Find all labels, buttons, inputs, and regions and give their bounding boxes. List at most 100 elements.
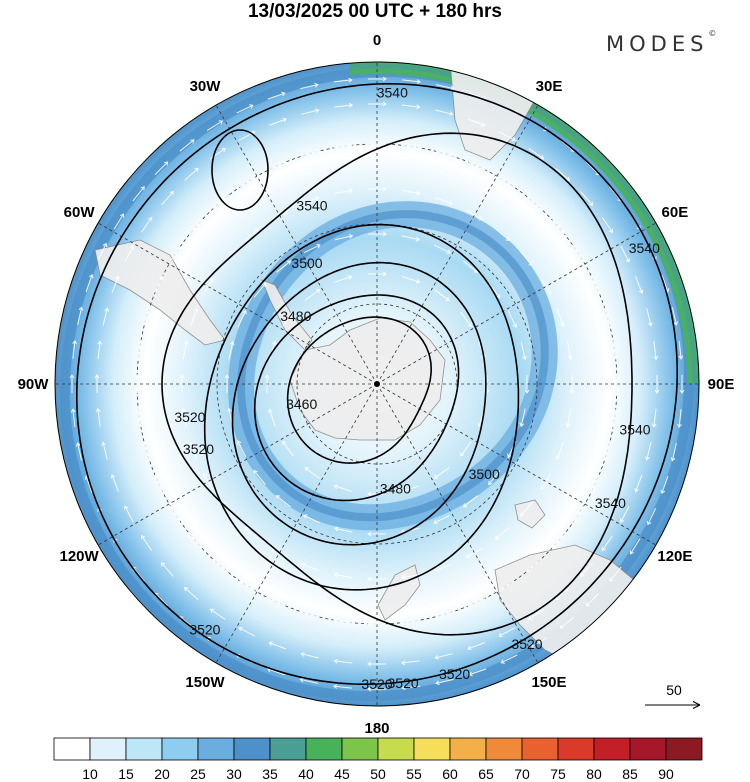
contour-label: 3500 (469, 466, 500, 482)
wind-arrow (253, 282, 266, 298)
colorbar-tick-label: 45 (334, 766, 350, 782)
wind-arrow (102, 307, 109, 326)
wind-arrow (368, 186, 387, 192)
contour-label: 3480 (280, 308, 311, 324)
wind-arrow (367, 661, 386, 667)
colorbar-tick-label: 70 (514, 766, 530, 782)
wind-arrow (645, 442, 652, 461)
wind-arrow (203, 277, 214, 295)
wind-arrow (646, 507, 657, 526)
wind-arrow (434, 653, 453, 660)
wind-arrow (520, 341, 527, 361)
wind-arrow (433, 514, 451, 525)
contour-label: 3520 (183, 441, 214, 457)
wind-arrow (334, 188, 353, 194)
wind-arrow (367, 491, 386, 497)
contour-label: 3520 (511, 636, 542, 652)
pole-marker (374, 381, 380, 387)
wind-arrow (629, 538, 641, 555)
colorbar-tick-label: 65 (478, 766, 494, 782)
wind-arrow (520, 251, 533, 267)
wind-arrow (679, 375, 685, 394)
wind-arrow (435, 611, 454, 619)
wind-arrow (488, 283, 501, 299)
longitude-label: 150E (531, 674, 566, 691)
contour-label: 3520 (189, 622, 220, 638)
wind-reference-label: 50 (666, 682, 682, 698)
wind-arrow (367, 576, 386, 582)
colorbar-tick-label: 75 (550, 766, 566, 782)
wind-arrow (70, 408, 76, 428)
wind-arrow (153, 474, 163, 493)
wind-arrow (401, 685, 421, 691)
contour-label: 3540 (595, 495, 626, 511)
wind-arrow (555, 442, 564, 461)
wind-arrow (573, 505, 585, 523)
new-zealand (377, 564, 421, 621)
wind-arrow (253, 469, 266, 485)
wind-arrow (367, 686, 386, 692)
wind-arrow (569, 375, 575, 394)
wind-arrow (101, 441, 108, 460)
wind-arrow (304, 467, 320, 479)
wind-arrow (540, 278, 552, 296)
wind-arrow (113, 213, 125, 230)
wind-arrow (402, 144, 421, 150)
longitude-label: 30W (190, 78, 222, 95)
wind-arrow (141, 534, 153, 551)
wind-arrow (507, 310, 518, 328)
wind-arrow (634, 474, 643, 493)
wind-arrow (333, 484, 352, 492)
wind-arrow (619, 505, 630, 523)
colorbar-tick-label: 50 (370, 766, 386, 782)
wind-arrow (72, 340, 78, 359)
antarctic-peninsula (261, 279, 313, 351)
colorbar-tick-label: 15 (118, 766, 134, 782)
wind-arrow (304, 289, 321, 301)
wind-arrow (333, 683, 352, 689)
wind-arrow (580, 562, 593, 578)
wind-arrow (559, 616, 575, 629)
longitude-label: 180 (364, 720, 389, 737)
wind-arrow (573, 246, 585, 263)
contour-3540 (161, 132, 633, 636)
south-america (94, 239, 226, 346)
antarctica (289, 317, 446, 441)
wind-arrow (124, 245, 135, 263)
wind-arrow (161, 190, 174, 206)
wind-arrow (653, 341, 659, 361)
colorbar-swatch (665, 737, 703, 761)
wind-arrow (189, 441, 198, 460)
wind-arrow (435, 109, 454, 116)
contour-3520-outer (76, 83, 678, 685)
wind-arrow (527, 608, 544, 620)
wind-arrow (465, 547, 483, 559)
wind-arrow (467, 598, 486, 608)
wind-arrow (460, 311, 472, 328)
wind-arrow (614, 375, 620, 394)
wind-arrow (468, 161, 486, 171)
contour-3480 (253, 294, 460, 502)
wind-arrow (540, 473, 551, 491)
wind-arrow (276, 260, 292, 273)
wind-arrow (670, 442, 677, 462)
colorbar-tick-label: 35 (262, 766, 278, 782)
wind-arrow (303, 243, 321, 254)
colorbar-swatch (557, 737, 595, 761)
jet-max-arc-edge (349, 63, 698, 385)
wind-arrow (603, 442, 611, 462)
wind-arrow (367, 621, 386, 627)
wind-arrow (189, 219, 203, 234)
wind-arrow (604, 307, 612, 326)
wind-arrow (238, 626, 256, 637)
contour-label: 3520 (439, 666, 470, 682)
wind-arrow (169, 505, 181, 522)
wind-arrow (334, 234, 354, 241)
contour-label: 3520 (361, 676, 392, 692)
colorbar-swatch (629, 737, 667, 761)
wind-arrow (368, 271, 387, 277)
wind-arrow (300, 652, 319, 659)
wind-arrow (75, 442, 83, 461)
copyright-mark: © (708, 29, 717, 38)
